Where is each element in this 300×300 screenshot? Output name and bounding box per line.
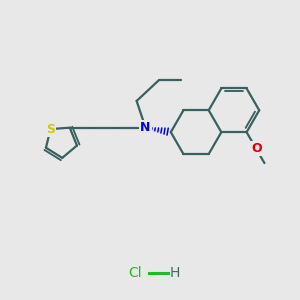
Text: O: O [251, 142, 262, 155]
Text: Cl: Cl [128, 266, 142, 280]
Text: H: H [170, 266, 181, 280]
Text: N: N [140, 121, 151, 134]
Text: S: S [46, 122, 55, 136]
